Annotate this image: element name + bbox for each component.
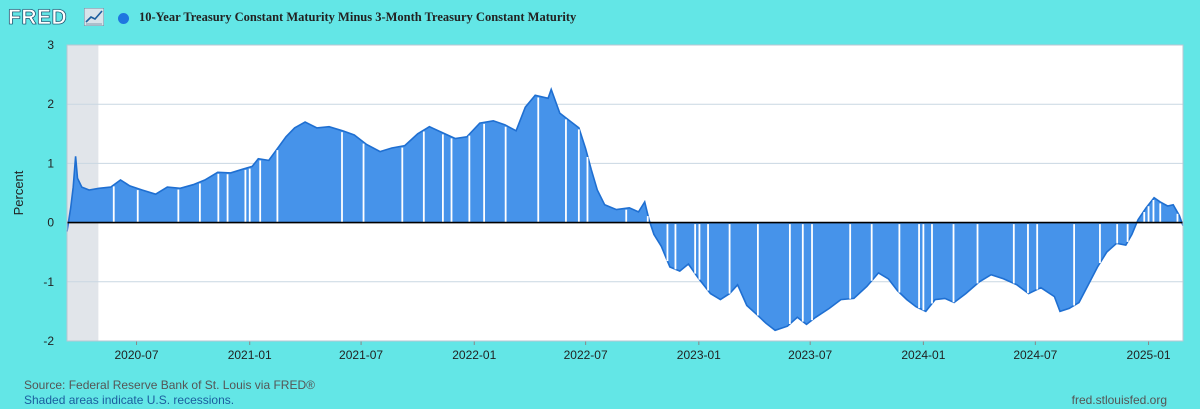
x-tick-label: 2021-01: [228, 348, 272, 362]
x-tick-label: 2024-07: [1013, 348, 1057, 362]
x-tick-label: 2023-01: [677, 348, 721, 362]
x-tick-label: 2022-01: [452, 348, 496, 362]
footer-recession-note: Shaded areas indicate U.S. recessions.: [24, 393, 235, 407]
x-tick-label: 2023-07: [788, 348, 832, 362]
plot-border: [66, 44, 1184, 342]
x-tick-label: 2021-07: [339, 348, 383, 362]
chart-header: FRED 10-Year Treasury Constant Maturity …: [0, 0, 1200, 36]
fred-logo[interactable]: FRED: [8, 6, 68, 30]
series-line: [66, 87, 1184, 332]
y-tick-label: 0: [47, 216, 54, 230]
x-tick-label: 2022-07: [564, 348, 608, 362]
y-axis-label: Percent: [11, 170, 26, 215]
y-tick-label: 3: [47, 38, 54, 52]
series-area: [67, 89, 1183, 331]
x-tick-label: 2024-01: [901, 348, 945, 362]
footer-source: Source: Federal Reserve Bank of St. Loui…: [24, 378, 315, 392]
y-tick-label: 2: [47, 97, 54, 111]
y-tick-label: -1: [43, 275, 54, 289]
footer-url[interactable]: fred.stlouisfed.org: [1071, 393, 1167, 407]
legend-series-label: 10-Year Treasury Constant Maturity Minus…: [139, 10, 577, 24]
y-tick-label: -2: [43, 334, 54, 348]
x-tick-label: 2025-01: [1127, 348, 1171, 362]
legend-series-marker: [118, 13, 129, 24]
x-tick-label: 2020-07: [114, 348, 158, 362]
trend-chart-icon: [84, 8, 104, 26]
y-tick-label: 1: [47, 156, 54, 170]
